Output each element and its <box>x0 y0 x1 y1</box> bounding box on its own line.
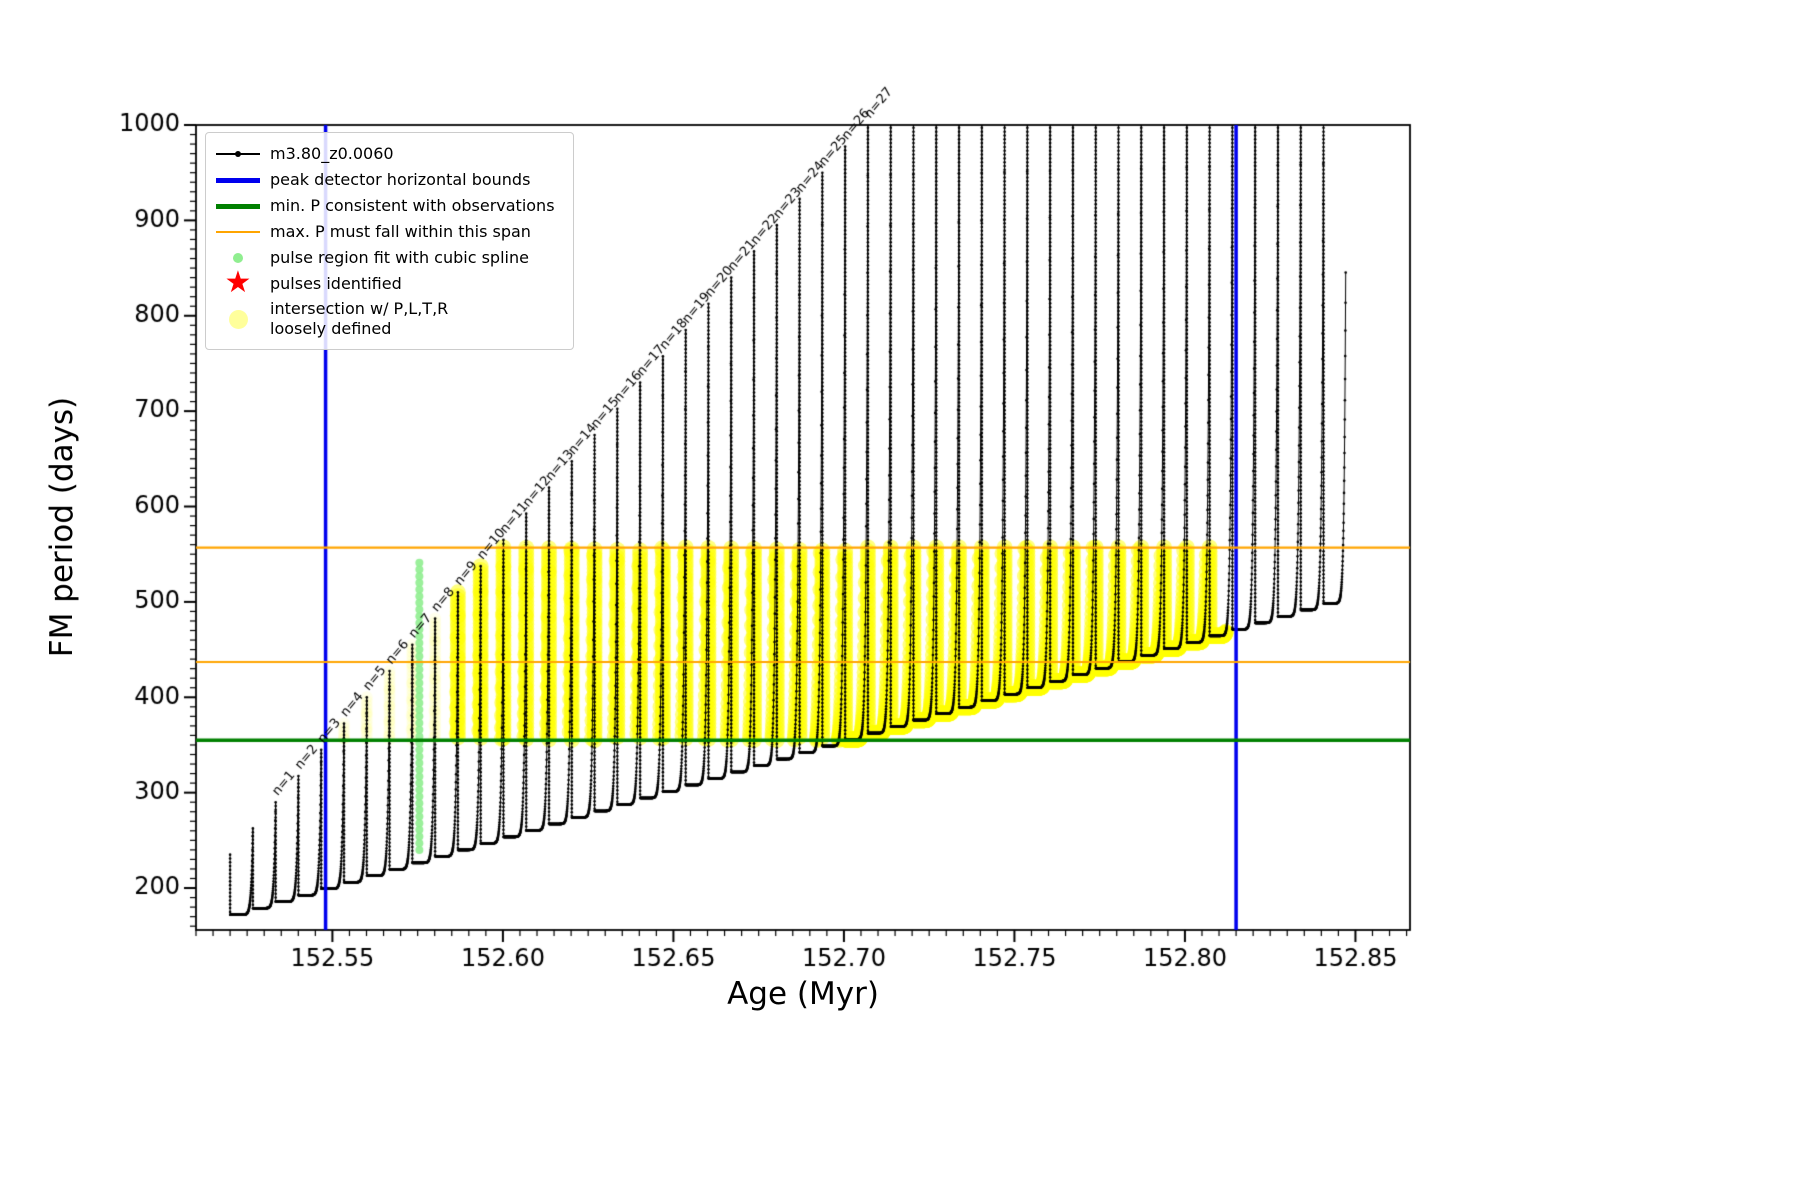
legend-label-spline-fit: pulse region fit with cubic spline <box>270 248 529 267</box>
legend-marker-blue-line-icon <box>216 169 260 191</box>
x-axis-label: Age (Myr) <box>727 976 879 1012</box>
legend-marker-yellow-dot-icon <box>216 308 260 330</box>
legend-item-intersection: intersection w/ P,L,T,R loosely defined <box>216 297 555 341</box>
legend-label-max-period-span: max. P must fall within this span <box>270 222 531 241</box>
legend-marker-green-line-icon <box>216 195 260 217</box>
legend-item-spline-fit: pulse region fit with cubic spline <box>216 245 555 271</box>
legend-label-model: m3.80_z0.0060 <box>270 144 394 163</box>
legend-item-max-period-span: max. P must fall within this span <box>216 219 555 245</box>
legend-label-intersection: intersection w/ P,L,T,R loosely defined <box>270 299 449 338</box>
legend-label-peak-detector-bounds: peak detector horizontal bounds <box>270 170 531 189</box>
legend-marker-series-line-icon <box>216 143 260 165</box>
legend-label-min-period: min. P consistent with observations <box>270 196 555 215</box>
legend-marker-green-dot-icon <box>216 247 260 269</box>
legend-label-pulses-identified: pulses identified <box>270 274 402 293</box>
legend-marker-red-star-icon: ★ <box>224 264 252 300</box>
legend-item-model: m3.80_z0.0060 <box>216 141 555 167</box>
legend-item-min-period: min. P consistent with observations <box>216 193 555 219</box>
y-axis-label: FM period (days) <box>44 396 80 658</box>
legend-item-pulses-identified: ★ pulses identified <box>216 264 555 300</box>
chart-legend: m3.80_z0.0060 peak detector horizontal b… <box>205 132 574 350</box>
legend-marker-orange-line-icon <box>216 221 260 243</box>
legend-item-peak-detector-bounds: peak detector horizontal bounds <box>216 167 555 193</box>
